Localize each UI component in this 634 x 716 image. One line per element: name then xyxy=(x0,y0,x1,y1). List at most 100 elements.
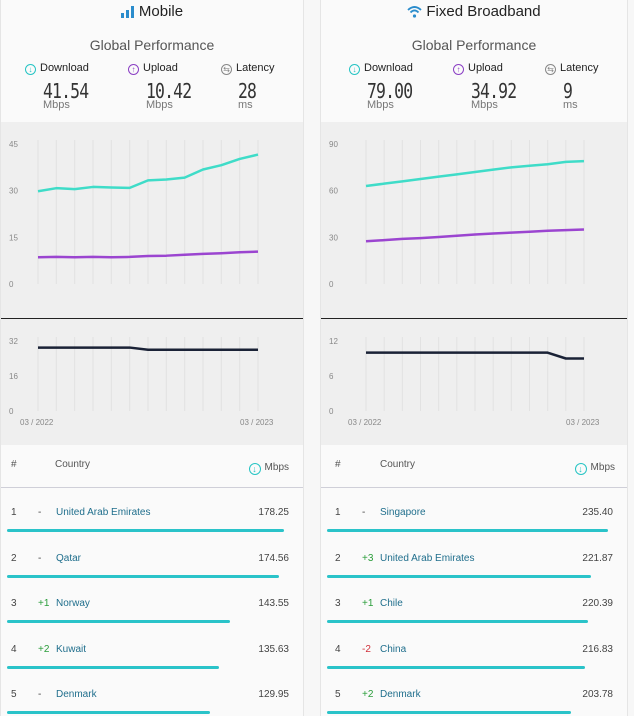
latency-chart: 0 6 12 03 / 2022 03 / 2023 xyxy=(329,337,600,427)
row-country-link[interactable]: United Arab Emirates xyxy=(56,507,151,518)
y-tick-label: 0 xyxy=(329,280,334,289)
row-country-link[interactable]: Chile xyxy=(380,598,403,609)
y-tick-label: 30 xyxy=(329,233,338,242)
y-tick-label: 12 xyxy=(329,337,338,346)
latency-unit: ms xyxy=(238,99,253,111)
row-country-link[interactable]: Singapore xyxy=(380,507,426,518)
col-value-label: Mbps xyxy=(264,462,289,473)
fixed-panel: Fixed Broadband Global Performance ↓ Down… xyxy=(320,0,628,716)
row-rank-change: - xyxy=(38,552,42,564)
y-tick-label: 0 xyxy=(329,407,334,416)
row-value-bar xyxy=(7,665,219,669)
upload-unit: Mbps xyxy=(146,99,173,111)
row-country-link[interactable]: United Arab Emirates xyxy=(380,552,475,564)
col-value-label: Mbps xyxy=(590,462,615,473)
speed-chart: 0 30 60 90 xyxy=(329,140,585,289)
panel-subtitle: Global Performance xyxy=(89,37,215,53)
row-country-link[interactable]: Denmark xyxy=(56,689,97,700)
table-row[interactable]: 5 +2 Denmark 203.78 xyxy=(321,681,627,716)
row-value-bar xyxy=(7,620,230,623)
row-rank: 2 xyxy=(11,552,17,564)
col-value[interactable]: ↓ Mbps xyxy=(574,462,615,475)
y-tick-label: 15 xyxy=(9,233,18,242)
latency-value: 9 xyxy=(563,79,573,103)
row-value: 203.78 xyxy=(582,689,613,700)
row-rank-change: -2 xyxy=(362,643,371,655)
row-country-link[interactable]: Denmark xyxy=(380,689,421,700)
table-row[interactable]: 1 - United Arab Emirates 178.25 xyxy=(1,499,303,544)
row-value: 135.63 xyxy=(258,643,289,655)
row-rank-change: +1 xyxy=(362,598,374,609)
col-country: Country xyxy=(55,459,91,470)
download-metric: ↓ Download 79.00 Mbps xyxy=(349,61,439,111)
row-rank-change: - xyxy=(38,507,42,518)
table-row[interactable]: 4 -2 China 216.83 xyxy=(321,636,627,681)
upload-series-line xyxy=(365,228,585,243)
row-value: 220.39 xyxy=(582,598,613,609)
upload-value: 10.42 xyxy=(146,79,192,103)
table-row[interactable]: 4 +2 Kuwait 135.63 xyxy=(1,636,303,681)
table-row[interactable]: 2 +3 United Arab Emirates 221.87 xyxy=(321,545,627,590)
row-value: 178.25 xyxy=(258,507,289,518)
y-tick-label: 16 xyxy=(9,372,18,381)
upload-series-line xyxy=(37,250,259,259)
row-rank: 3 xyxy=(335,598,341,609)
download-value: 41.54 xyxy=(43,79,89,103)
table-row[interactable]: 3 +1 Norway 143.55 xyxy=(1,590,303,635)
latency-chart-area: 0 6 12 03 / 2022 03 / 2023 xyxy=(321,318,627,445)
latency-metric: ⇆ Latency 28 ms xyxy=(221,61,303,111)
col-rank: # xyxy=(11,459,17,470)
row-value-bar xyxy=(7,529,284,532)
download-metric: ↓ Download 41.54 Mbps xyxy=(25,61,115,111)
row-value-bar xyxy=(7,574,279,578)
row-value: 174.56 xyxy=(258,552,289,564)
row-rank-change: +2 xyxy=(362,689,374,700)
row-value: 235.40 xyxy=(582,507,613,518)
download-label: Download xyxy=(40,62,89,74)
y-tick-label: 30 xyxy=(9,187,18,196)
row-value: 143.55 xyxy=(258,598,289,609)
row-rank: 4 xyxy=(11,643,17,655)
latency-series-line xyxy=(38,346,258,351)
download-icon: ↓ xyxy=(574,463,587,475)
row-rank: 1 xyxy=(11,507,17,518)
row-rank-change: +2 xyxy=(38,643,50,655)
row-country-link[interactable]: China xyxy=(380,643,407,655)
latency-unit: ms xyxy=(563,99,578,111)
col-value[interactable]: ↓ Mbps xyxy=(248,462,289,475)
row-value-bar xyxy=(327,665,585,669)
y-tick-label: 6 xyxy=(329,372,334,381)
download-icon: ↓ xyxy=(248,463,261,475)
upload-value: 34.92 xyxy=(471,79,517,103)
row-value: 216.83 xyxy=(582,643,613,655)
table-header: # Country ↓ Mbps xyxy=(321,455,627,488)
y-tick-label: 0 xyxy=(9,407,14,416)
table-row[interactable]: 1 - Singapore 235.40 xyxy=(321,499,627,544)
download-icon: ↓ xyxy=(349,64,360,75)
upload-icon: ↑ xyxy=(128,64,139,75)
row-country-link[interactable]: Kuwait xyxy=(56,643,87,655)
download-series-line xyxy=(365,159,585,188)
table-row[interactable]: 2 - Qatar 174.56 xyxy=(1,545,303,590)
table-row[interactable]: 5 - Denmark 129.95 xyxy=(1,681,303,716)
row-country-link[interactable]: Qatar xyxy=(56,552,82,564)
latency-metric: ⇆ Latency 9 ms xyxy=(545,61,627,111)
y-tick-label: 0 xyxy=(9,280,14,289)
table-header: # Country ↓ Mbps xyxy=(1,455,303,488)
upload-label: Upload xyxy=(143,62,178,74)
download-unit: Mbps xyxy=(43,99,70,111)
row-rank: 1 xyxy=(335,507,341,518)
table-row[interactable]: 3 +1 Chile 220.39 xyxy=(321,590,627,635)
row-value-bar xyxy=(7,711,210,714)
speed-chart-area: 0 30 60 90 xyxy=(321,122,627,318)
upload-metric: ↑ Upload 10.42 Mbps xyxy=(128,61,218,111)
row-country-link[interactable]: Norway xyxy=(56,598,90,609)
col-country: Country xyxy=(380,459,416,470)
y-tick-label: 45 xyxy=(9,140,18,149)
panel-title-text: Fixed Broadband xyxy=(426,3,541,20)
upload-icon: ↑ xyxy=(453,64,464,75)
row-value-bar xyxy=(327,529,608,532)
upload-unit: Mbps xyxy=(471,99,498,111)
row-rank-change: - xyxy=(362,507,366,518)
wifi-icon xyxy=(407,5,422,22)
